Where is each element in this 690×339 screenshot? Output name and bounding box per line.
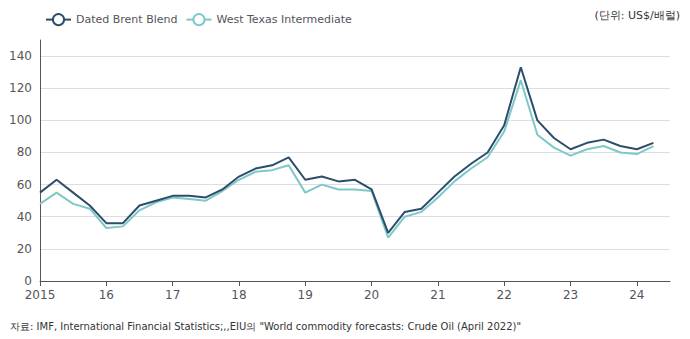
svg-text:West Texas Intermediate: West Texas Intermediate xyxy=(216,13,352,26)
svg-text:자료: IMF, International Financi: 자료: IMF, International Financial Statist… xyxy=(10,321,521,332)
svg-text:17: 17 xyxy=(165,288,180,302)
svg-text:2015: 2015 xyxy=(25,288,56,302)
svg-text:24: 24 xyxy=(629,288,644,302)
svg-text:22: 22 xyxy=(497,288,512,302)
svg-text:120: 120 xyxy=(9,81,32,95)
svg-text:(단위: US$/배럴): (단위: US$/배럴) xyxy=(594,9,680,22)
svg-text:20: 20 xyxy=(17,242,32,256)
svg-text:60: 60 xyxy=(17,178,32,192)
svg-text:Dated Brent Blend: Dated Brent Blend xyxy=(76,13,177,26)
svg-text:23: 23 xyxy=(563,288,578,302)
svg-text:0: 0 xyxy=(24,274,32,288)
svg-text:16: 16 xyxy=(99,288,114,302)
svg-text:20: 20 xyxy=(364,288,379,302)
svg-text:140: 140 xyxy=(9,49,32,63)
svg-text:21: 21 xyxy=(430,288,445,302)
svg-text:18: 18 xyxy=(231,288,246,302)
svg-text:100: 100 xyxy=(9,113,32,127)
svg-text:19: 19 xyxy=(298,288,313,302)
svg-text:80: 80 xyxy=(17,145,32,159)
svg-text:40: 40 xyxy=(17,210,32,224)
